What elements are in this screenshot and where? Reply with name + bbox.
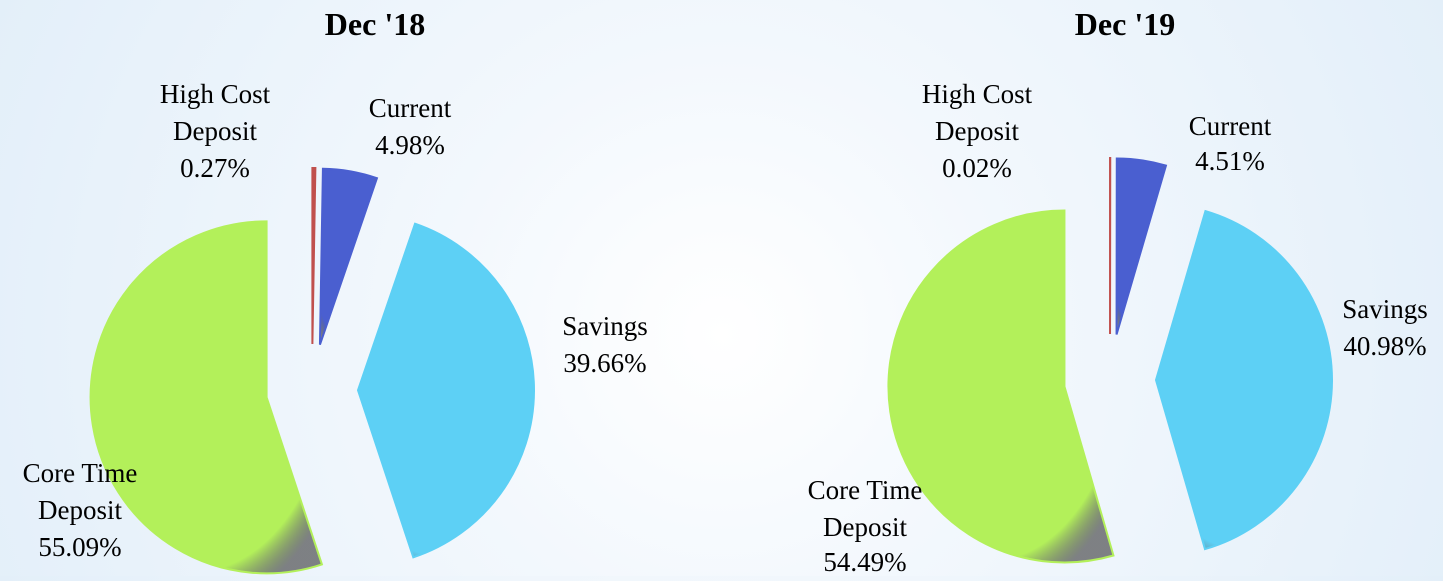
pie-slice: [320, 169, 377, 345]
chart-title: Dec '18: [325, 6, 425, 43]
value-label: 0.02%: [897, 150, 1057, 187]
pie-slice: [1117, 158, 1166, 334]
slice-label: Core Time Deposit: [785, 472, 945, 546]
slice-label: Current: [1150, 108, 1310, 145]
chart-title: Dec '19: [1075, 6, 1175, 43]
value-label: 54.49%: [785, 544, 945, 581]
slice-label: Savings: [1305, 291, 1443, 328]
slice-label: High Cost Deposit: [135, 76, 295, 150]
value-label: 0.27%: [135, 150, 295, 187]
pie-slice: [1156, 211, 1332, 549]
value-label: 4.51%: [1150, 143, 1310, 180]
value-label: 40.98%: [1305, 328, 1443, 365]
slice-label: Current: [330, 90, 490, 127]
pie-slice: [358, 224, 534, 558]
slice-label: Savings: [525, 308, 685, 345]
pie-slice: [312, 168, 315, 344]
value-label: 4.98%: [330, 127, 490, 164]
slice-label: Core Time Deposit: [0, 455, 160, 529]
value-label: 55.09%: [0, 529, 160, 566]
value-label: 39.66%: [525, 345, 685, 382]
slice-label: High Cost Deposit: [897, 76, 1057, 150]
